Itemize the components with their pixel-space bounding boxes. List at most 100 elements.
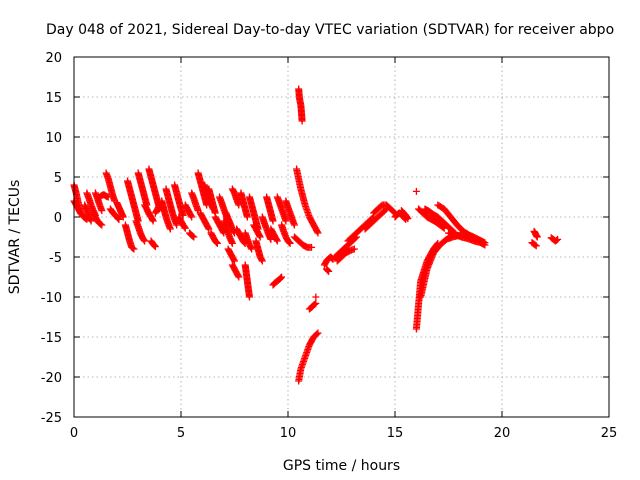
series-arc24 (186, 229, 198, 241)
data-point (273, 236, 281, 244)
data-point (98, 207, 106, 215)
x-tick-label: 25 (601, 426, 618, 441)
data-point (245, 293, 253, 301)
series-arc55 (295, 329, 322, 385)
x-tick-label: 5 (177, 426, 185, 441)
data-point (314, 329, 322, 337)
series-arc27 (196, 209, 213, 233)
data-point (277, 274, 285, 282)
data-point (276, 275, 284, 283)
y-tick-label: -20 (41, 371, 62, 386)
data-point (258, 257, 266, 265)
series-arc13 (132, 217, 149, 245)
data-point (412, 187, 420, 195)
data-point (256, 233, 264, 241)
x-tick-label: 10 (280, 426, 297, 441)
data-point (166, 225, 174, 233)
data-point (290, 221, 298, 229)
data-point (312, 293, 320, 301)
data-point (213, 239, 221, 247)
series-arc37 (228, 261, 243, 281)
series-arc25 (188, 189, 202, 215)
data-point (98, 221, 106, 229)
data-point (248, 245, 256, 253)
data-point (151, 242, 159, 250)
data-point (313, 330, 321, 338)
data-point (554, 235, 562, 243)
series-arc51 (282, 197, 298, 229)
x-axis-label: GPS time / hours (283, 458, 400, 474)
data-point (312, 299, 320, 307)
series-arc39 (237, 189, 251, 221)
data-point (273, 237, 281, 245)
series-arc57 (312, 293, 320, 301)
data-point (179, 211, 187, 219)
data-point (230, 256, 238, 264)
series-arc66 (397, 207, 412, 223)
data-point (190, 233, 198, 241)
series-arc29 (205, 185, 219, 217)
data-point (189, 232, 197, 240)
data-point (531, 241, 539, 249)
series-arc49 (273, 193, 290, 225)
series-arc73 (445, 229, 489, 249)
series-arc15 (141, 201, 157, 225)
series-arc09 (106, 205, 123, 223)
plot-frame (73, 56, 610, 418)
data-point (204, 224, 212, 232)
y-tick-label: 10 (45, 131, 62, 146)
data-point (181, 224, 189, 232)
data-point (269, 217, 277, 225)
y-tick-label: 15 (45, 91, 62, 106)
data-point (325, 267, 333, 275)
x-tick-label: 15 (387, 426, 404, 441)
series-arc54 (293, 165, 322, 237)
data-point (115, 215, 123, 223)
data-point (328, 254, 336, 262)
series-arc35 (224, 245, 238, 265)
series-arc50 (278, 221, 294, 247)
series-arc41 (241, 229, 256, 253)
y-tick-label: 20 (45, 51, 62, 66)
y-axis-label: SDTVAR / TECUs (7, 180, 23, 295)
data-point (323, 266, 331, 274)
series-arc76 (547, 234, 562, 245)
series-arc62 (344, 213, 378, 245)
series-arc05 (89, 209, 106, 229)
series-arc14 (134, 169, 151, 209)
series-arc40 (241, 261, 253, 301)
y-tick-label: -10 (41, 291, 62, 306)
series-arc30 (207, 229, 221, 247)
data-point (87, 217, 95, 225)
data-point (532, 242, 540, 250)
series-arc53 (295, 85, 306, 125)
x-tick-label: 20 (494, 426, 511, 441)
series-arc46 (263, 193, 277, 225)
data-point (258, 256, 266, 264)
series-arc74 (530, 227, 541, 241)
series-arc07 (96, 191, 112, 201)
series-arc56 (305, 299, 320, 313)
data-point (324, 267, 332, 275)
data-point (553, 236, 561, 244)
data-point (533, 233, 541, 241)
data-point (181, 223, 189, 231)
data-point (97, 220, 105, 228)
x-tick-label: 0 (70, 426, 78, 441)
data-point (255, 232, 263, 240)
data-point (149, 217, 157, 225)
data-point (404, 215, 412, 223)
data-point (129, 244, 137, 252)
series-arc43 (252, 237, 266, 265)
data-point (403, 214, 411, 222)
data-point (114, 214, 122, 222)
chart-title: Day 048 of 2021, Sidereal Day-to-day VTE… (46, 22, 614, 38)
data-point (119, 213, 127, 221)
data-point (188, 213, 196, 221)
data-points (70, 85, 562, 385)
series-arc47 (267, 225, 281, 245)
data-point (285, 239, 293, 247)
series-arc08 (102, 169, 119, 205)
series-arc10 (113, 199, 127, 221)
